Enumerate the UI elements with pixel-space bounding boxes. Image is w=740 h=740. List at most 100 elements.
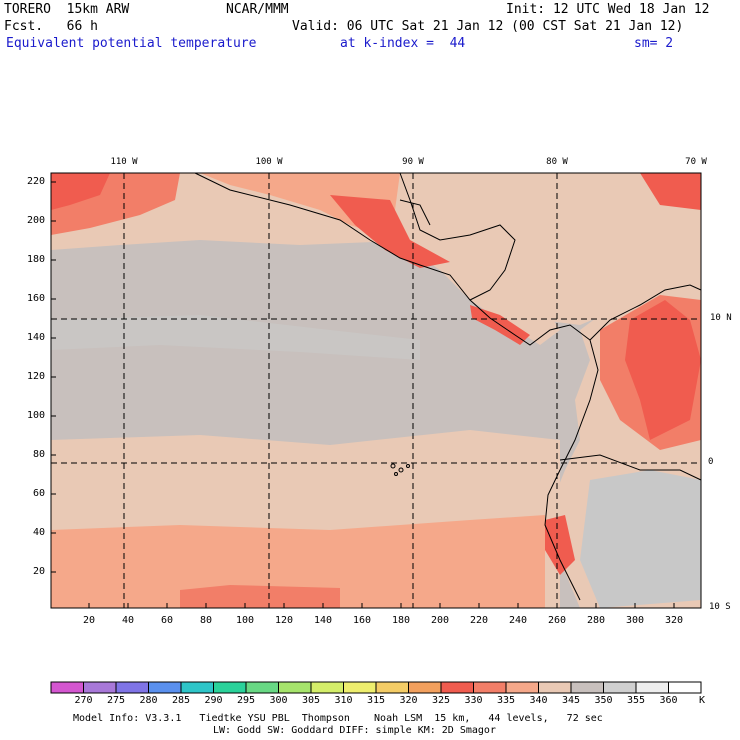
colorbar-label: 300: [269, 695, 288, 706]
y-tick-40: 40: [32, 527, 45, 538]
physics-info: LW: Godd SW: Goddard DIFF: simple KM: 2D…: [213, 725, 496, 736]
coast-hot-strip: [545, 515, 575, 575]
colorbar-swatch: [310, 681, 344, 694]
y-tick-140: 140: [26, 332, 45, 343]
colorbar-swatch: [278, 681, 312, 694]
plot-frame: [50, 172, 702, 609]
colorbar-label: 340: [529, 695, 548, 706]
colorbar-swatch: [635, 681, 669, 694]
colorbar-label: 275: [106, 695, 126, 706]
colorbar-swatch: [375, 681, 409, 694]
colorbar-label: 295: [236, 695, 256, 706]
colorbar-label: 305: [301, 695, 321, 706]
colorbar-swatch: [668, 681, 702, 694]
coastlines: [194, 172, 702, 601]
lon-label-100w: 100 W: [255, 157, 283, 167]
colorbar-label: 315: [366, 695, 386, 706]
colorbar-label: 270: [74, 695, 93, 706]
colorbar-swatch: [343, 681, 377, 694]
colorbar-swatch: [180, 681, 214, 694]
colorbar-label: 290: [204, 695, 223, 706]
colorbar-swatch: [473, 681, 507, 694]
colorbar-swatch: [440, 681, 474, 694]
colorbar-label: 280: [139, 695, 158, 706]
colombia-hot: [625, 300, 701, 440]
colorbar-swatch: [115, 681, 149, 694]
lat-label-10n: 10 N: [710, 313, 732, 323]
y-tick-200: 200: [26, 215, 45, 226]
y-tick-20: 20: [32, 566, 45, 577]
x-tick-240: 240: [508, 615, 528, 626]
south-red-patch: [180, 585, 340, 608]
x-tick-220: 220: [469, 615, 489, 626]
x-tick-20: 20: [82, 615, 96, 626]
organization-label: NCAR/MMM: [226, 2, 289, 17]
northwest-hot-patch: [51, 173, 110, 210]
colorbar: [50, 681, 702, 694]
model-title: TORERO 15km ARW: [4, 2, 130, 17]
init-time: Init: 12 UTC Wed 18 Jan 12: [506, 2, 710, 17]
y-tick-100: 100: [26, 410, 45, 421]
x-tick-320: 320: [664, 615, 684, 626]
colorbar-unit: K: [698, 695, 706, 706]
lon-label-110w: 110 W: [110, 157, 138, 167]
colorbar-label: 350: [594, 695, 613, 706]
model-info: Model Info: V3.3.1 Tiedtke YSU PBL Thomp…: [73, 713, 603, 724]
x-tick-140: 140: [313, 615, 333, 626]
y-tick-60: 60: [32, 488, 45, 499]
colorbar-label: 330: [464, 695, 483, 706]
field-shading: [51, 173, 701, 608]
colorbar-swatch: [538, 681, 572, 694]
x-tick-80: 80: [199, 615, 213, 626]
x-tick-40: 40: [121, 615, 135, 626]
guatemala-hot: [330, 195, 450, 268]
colorbar-swatch: [570, 681, 604, 694]
colorbar-swatch: [603, 681, 637, 694]
colorbar-label: 325: [431, 695, 451, 706]
caribbean-warm: [420, 173, 701, 325]
colorbar-label: 355: [626, 695, 646, 706]
colorbar-label: 335: [496, 695, 516, 706]
forecast-hour: Fcst. 66 h: [4, 19, 98, 34]
y-tick-180: 180: [26, 254, 45, 265]
lon-label-70w: 70 W: [685, 157, 707, 167]
mexico-salmon: [200, 173, 400, 235]
colorbar-label: 320: [399, 695, 418, 706]
y-tick-220: 220: [26, 176, 45, 187]
colorbar-label: 345: [561, 695, 581, 706]
x-tick-120: 120: [274, 615, 294, 626]
x-tick-100: 100: [235, 615, 255, 626]
latlon-grid: [51, 173, 701, 608]
colorbar-swatch: [50, 681, 84, 694]
axis-ticks: [51, 181, 675, 608]
x-tick-160: 160: [352, 615, 372, 626]
mid-band: [51, 315, 420, 360]
colorbar-swatch: [408, 681, 442, 694]
colorbar-label: 285: [171, 695, 191, 706]
colorbar-swatch: [83, 681, 117, 694]
level-index: at k-index = 44: [340, 36, 466, 51]
y-tick-80: 80: [32, 449, 45, 460]
x-tick-180: 180: [391, 615, 411, 626]
lat-label-10s: 10 S: [709, 602, 731, 612]
south-salmon-band: [51, 515, 545, 608]
x-tick-200: 200: [430, 615, 450, 626]
northeast-hot: [640, 173, 701, 210]
lon-label-90w: 90 W: [402, 157, 424, 167]
lon-label-80w: 80 W: [546, 157, 568, 167]
y-tick-160: 160: [26, 293, 45, 304]
colorbar-label: 310: [334, 695, 353, 706]
x-tick-300: 300: [625, 615, 645, 626]
galapagos-islands: [390, 463, 410, 476]
lat-label-0: 0: [708, 457, 714, 467]
x-tick-280: 280: [586, 615, 606, 626]
valid-time: Valid: 06 UTC Sat 21 Jan 12 (00 CST Sat …: [292, 19, 684, 34]
peru-highlands-gray: [580, 470, 701, 608]
colorbar-swatch: [505, 681, 539, 694]
x-tick-60: 60: [160, 615, 174, 626]
colorbar-swatch: [148, 681, 182, 694]
smoothing-label: sm= 2: [634, 36, 674, 51]
colorbar-swatch: [213, 681, 247, 694]
x-tick-260: 260: [547, 615, 567, 626]
